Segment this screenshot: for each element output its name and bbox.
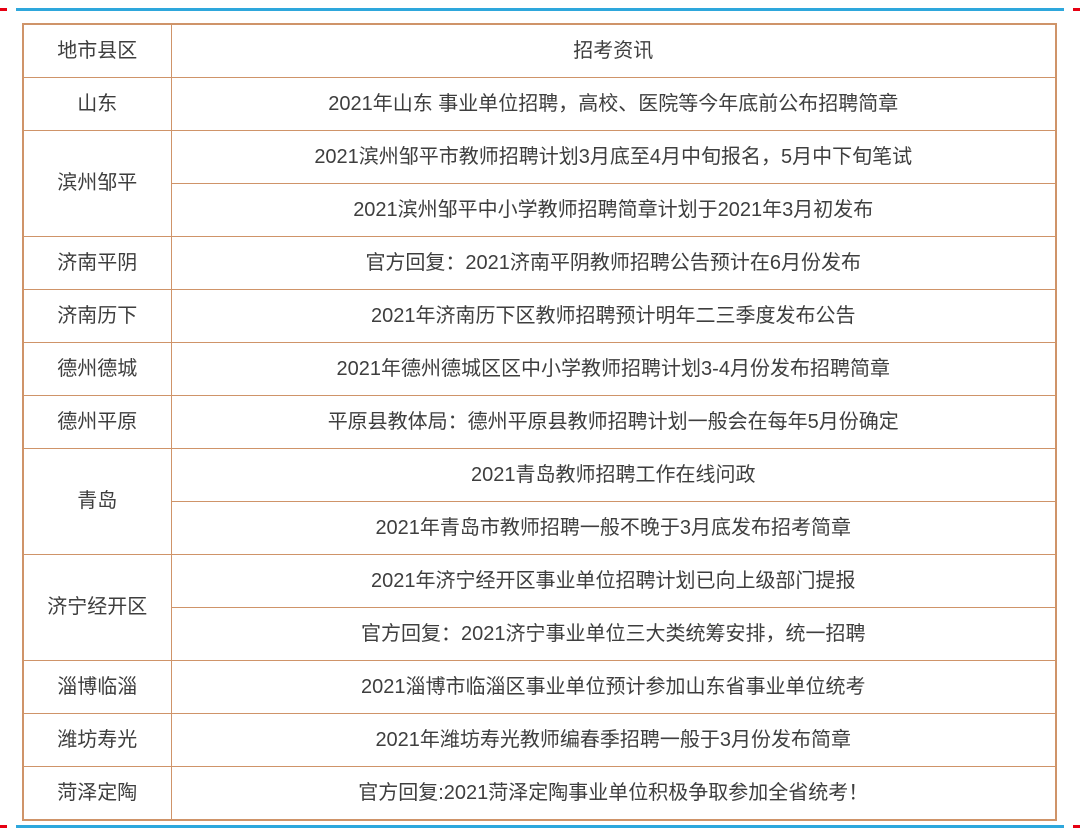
table-row: 淄博临淄 2021淄博市临淄区事业单位预计参加山东省事业单位统考 xyxy=(22,660,1057,714)
table-row: 2021滨州邹平中小学教师招聘简章计划于2021年3月初发布 xyxy=(23,183,1057,237)
info-cell: 2021年潍坊寿光教师编春季招聘一般于3月份发布简章 xyxy=(170,713,1057,767)
table-row: 济南历下 2021年济南历下区教师招聘预计明年二三季度发布公告 xyxy=(22,289,1057,343)
table-row: 德州平原 平原县教体局：德州平原县教师招聘计划一般会在每年5月份确定 xyxy=(22,395,1057,449)
table-row: 山东 2021年山东 事业单位招聘，高校、医院等今年底前公布招聘简章 xyxy=(22,77,1057,131)
region-cell: 山东 xyxy=(22,77,172,131)
region-cell: 菏泽定陶 xyxy=(22,766,172,821)
region-cell: 济南历下 xyxy=(22,289,172,343)
region-cell: 滨州邹平 xyxy=(22,130,172,237)
info-cell: 2021滨州邹平中小学教师招聘简章计划于2021年3月初发布 xyxy=(170,183,1057,237)
table-row: 2021年青岛市教师招聘一般不晚于3月底发布招考简章 xyxy=(23,501,1057,555)
table-row: 德州德城 2021年德州德城区区中小学教师招聘计划3-4月份发布招聘简章 xyxy=(22,342,1057,396)
region-cell: 德州平原 xyxy=(22,395,172,449)
region-cell: 济宁经开区 xyxy=(22,554,172,661)
top-border-red-end-right xyxy=(1073,8,1080,11)
table-row: 青岛 2021青岛教师招聘工作在线问政 xyxy=(22,448,1057,555)
region-cell: 德州德城 xyxy=(22,342,172,396)
table-row: 官方回复：2021济宁事业单位三大类统筹安排，统一招聘 xyxy=(23,607,1057,661)
bottom-border-red-end-left xyxy=(0,825,7,828)
info-cell: 2021滨州邹平市教师招聘计划3月底至4月中旬报名，5月中下旬笔试 xyxy=(170,130,1057,184)
info-cell: 2021青岛教师招聘工作在线问政 xyxy=(170,448,1057,502)
table-row: 滨州邹平 2021滨州邹平市教师招聘计划3月底至4月中旬报名，5月中下旬笔试 xyxy=(22,130,1057,237)
column-header-info: 招考资讯 xyxy=(170,23,1057,78)
region-cell: 潍坊寿光 xyxy=(22,713,172,767)
info-cell: 官方回复：2021济南平阴教师招聘公告预计在6月份发布 xyxy=(170,236,1057,290)
info-cell: 2021年青岛市教师招聘一般不晚于3月底发布招考简章 xyxy=(170,501,1057,555)
table-row: 济宁经开区 2021年济宁经开区事业单位招聘计划已向上级部门提报 xyxy=(22,554,1057,661)
column-header-region: 地市县区 xyxy=(22,23,172,78)
info-cell: 2021淄博市临淄区事业单位预计参加山东省事业单位统考 xyxy=(170,660,1057,714)
info-cell: 2021年山东 事业单位招聘，高校、医院等今年底前公布招聘简章 xyxy=(170,77,1057,131)
table-header-row: 地市县区 招考资讯 xyxy=(22,23,1057,78)
bottom-border-red-end-right xyxy=(1073,825,1080,828)
info-cell: 官方回复:2021菏泽定陶事业单位积极争取参加全省统考！ xyxy=(170,766,1057,821)
info-cell: 2021年济宁经开区事业单位招聘计划已向上级部门提报 xyxy=(170,554,1057,608)
info-cell: 官方回复：2021济宁事业单位三大类统筹安排，统一招聘 xyxy=(170,607,1057,661)
region-cell: 济南平阴 xyxy=(22,236,172,290)
region-cell: 青岛 xyxy=(22,448,172,555)
info-cell: 2021年济南历下区教师招聘预计明年二三季度发布公告 xyxy=(170,289,1057,343)
bottom-border-line xyxy=(16,825,1064,828)
info-cell: 平原县教体局：德州平原县教师招聘计划一般会在每年5月份确定 xyxy=(170,395,1057,449)
region-cell: 淄博临淄 xyxy=(22,660,172,714)
info-cell: 2021年德州德城区区中小学教师招聘计划3-4月份发布招聘简章 xyxy=(170,342,1057,396)
recruitment-info-table: 地市县区 招考资讯 山东 2021年山东 事业单位招聘，高校、医院等今年底前公布… xyxy=(22,23,1057,821)
table-row: 潍坊寿光 2021年潍坊寿光教师编春季招聘一般于3月份发布简章 xyxy=(22,713,1057,767)
top-border-line xyxy=(16,8,1064,11)
top-border-red-end-left xyxy=(0,8,7,11)
table-row: 菏泽定陶 官方回复:2021菏泽定陶事业单位积极争取参加全省统考！ xyxy=(22,766,1057,821)
table-row: 济南平阴 官方回复：2021济南平阴教师招聘公告预计在6月份发布 xyxy=(22,236,1057,290)
